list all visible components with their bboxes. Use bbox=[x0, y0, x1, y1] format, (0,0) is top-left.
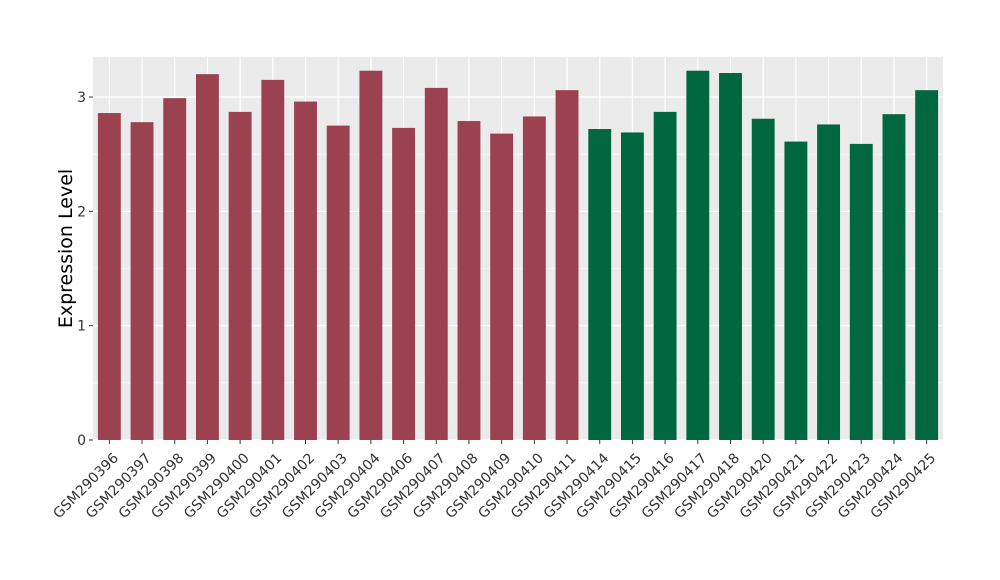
bar-GSM290408 bbox=[457, 121, 481, 441]
bar-GSM290404 bbox=[359, 70, 383, 440]
bar-GSM290416 bbox=[653, 111, 677, 440]
bar-GSM290407 bbox=[424, 87, 448, 441]
bar-GSM290421 bbox=[784, 141, 808, 441]
bar-GSM290411 bbox=[555, 90, 579, 441]
bar-GSM290420 bbox=[751, 118, 775, 441]
y-axis-title: Expression Level bbox=[55, 169, 77, 328]
bar-GSM290396 bbox=[97, 113, 121, 440]
bar-GSM290401 bbox=[261, 79, 285, 441]
bar-GSM290399 bbox=[195, 74, 219, 440]
bar-GSM290425 bbox=[915, 90, 939, 441]
bar-GSM290398 bbox=[163, 98, 187, 441]
bar-GSM290415 bbox=[620, 132, 644, 440]
bar-GSM290422 bbox=[817, 124, 841, 440]
bar-GSM290406 bbox=[392, 127, 416, 441]
bar-GSM290403 bbox=[326, 125, 350, 440]
bar-GSM290397 bbox=[130, 122, 154, 440]
bar-GSM290409 bbox=[490, 133, 514, 440]
bars bbox=[97, 70, 939, 441]
bar-GSM290418 bbox=[719, 73, 742, 440]
bar-GSM290423 bbox=[849, 143, 873, 440]
y-tick-label: 2 bbox=[77, 204, 86, 220]
bar-GSM290400 bbox=[228, 111, 252, 440]
y-tick-label: 3 bbox=[77, 90, 86, 106]
bar-GSM290417 bbox=[686, 70, 710, 440]
y-tick-label: 0 bbox=[77, 433, 86, 449]
x-axis: GSM290396GSM290397GSM290398GSM290399GSM2… bbox=[50, 440, 939, 522]
bar-GSM290424 bbox=[882, 114, 906, 440]
bar-GSM290410 bbox=[522, 116, 546, 440]
bar-GSM290402 bbox=[294, 101, 317, 440]
bar-GSM290414 bbox=[588, 129, 612, 441]
y-tick-label: 1 bbox=[77, 319, 86, 335]
y-axis: 0 1 2 3 bbox=[77, 90, 93, 449]
